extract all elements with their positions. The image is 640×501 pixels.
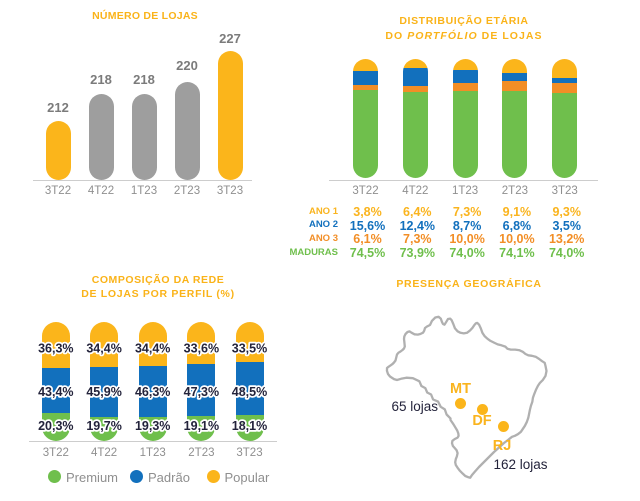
svg-text:20,3%: 20,3% (38, 419, 73, 433)
svg-text:46,3%: 46,3% (135, 385, 170, 399)
svg-text:19,7%: 19,7% (86, 419, 121, 433)
svg-text:34,4%: 34,4% (135, 341, 170, 355)
svg-text:34,4%: 34,4% (86, 341, 121, 355)
svg-text:43,4%: 43,4% (38, 385, 73, 399)
svg-text:45,9%: 45,9% (86, 385, 121, 399)
svg-text:47,3%: 47,3% (184, 385, 219, 399)
svg-text:19,3%: 19,3% (135, 419, 170, 433)
svg-text:18,1%: 18,1% (232, 419, 267, 433)
svg-text:33,6%: 33,6% (184, 341, 219, 355)
svg-text:19,1%: 19,1% (184, 419, 219, 433)
svg-text:36,3%: 36,3% (38, 341, 73, 355)
svg-text:33,5%: 33,5% (232, 341, 267, 355)
svg-text:48,5%: 48,5% (232, 385, 267, 399)
